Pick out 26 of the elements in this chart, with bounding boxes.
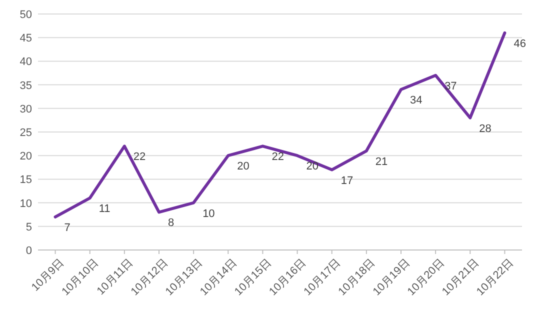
y-tick-label: 15 — [20, 174, 32, 186]
data-label: 46 — [514, 38, 526, 50]
y-tick-label: 20 — [20, 150, 32, 163]
y-tick-label: 5 — [26, 221, 32, 234]
data-label: 8 — [168, 217, 174, 230]
y-tick-label: 50 — [20, 9, 32, 21]
data-label: 20 — [306, 160, 319, 173]
data-label: 10 — [202, 208, 215, 220]
data-label: 22 — [272, 151, 284, 164]
y-tick-label: 0 — [26, 245, 32, 257]
data-label: 21 — [375, 156, 388, 168]
data-label: 22 — [133, 151, 146, 164]
y-tick-label: 25 — [20, 127, 32, 139]
y-tick-label: 10 — [20, 198, 32, 210]
data-label: 11 — [98, 203, 110, 216]
data-label: 37 — [444, 80, 457, 92]
y-tick-label: 40 — [20, 56, 32, 68]
data-label: 34 — [410, 94, 422, 107]
data-label: 17 — [340, 174, 354, 187]
data-label: 20 — [237, 160, 250, 173]
y-tick-label: 45 — [20, 32, 32, 45]
line-series — [54, 31, 506, 218]
data-label: 28 — [479, 122, 492, 135]
data-label: 7 — [64, 222, 70, 234]
y-tick-label: 30 — [20, 103, 32, 116]
y-tick-label: 35 — [20, 80, 32, 92]
